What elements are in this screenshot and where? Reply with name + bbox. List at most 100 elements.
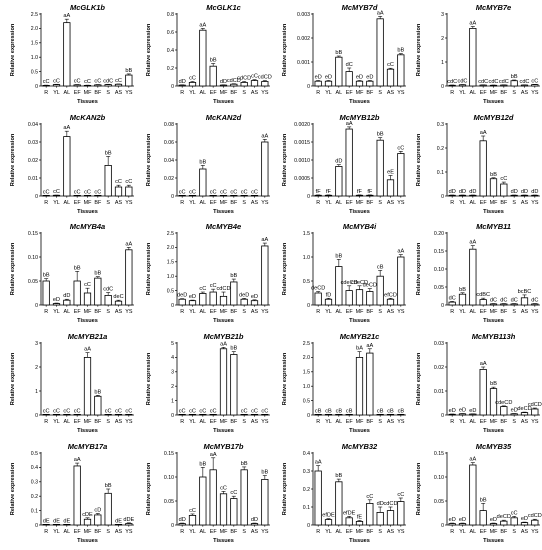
panel-McMYB7d: McMYB7d Relative expression 0 0.001 0.002 0.0…	[282, 3, 406, 105]
x-tick-label-S: S	[106, 529, 110, 535]
significance-label: eD	[189, 294, 196, 300]
significance-label: cC	[210, 189, 217, 195]
significance-label: cC	[241, 190, 248, 196]
bar-EF	[479, 510, 487, 526]
x-tick-label-MF: MF	[220, 419, 228, 425]
x-tick-label-BF: BF	[366, 419, 374, 425]
significance-label: cC	[43, 189, 50, 195]
significance-label: bB	[397, 48, 404, 54]
significance-label: dD	[335, 159, 342, 165]
y-tick-label: 0.05	[434, 499, 444, 505]
significance-label: aA	[469, 457, 476, 463]
significance-label: bB	[105, 483, 112, 489]
x-axis-label: Tissues	[213, 538, 234, 544]
x-tick-label-AS: AS	[521, 200, 529, 206]
y-tick-label: 0.0015	[294, 140, 310, 146]
y-axis-label: Relative expression	[282, 133, 288, 186]
bar-R	[42, 85, 50, 87]
significance-label: eD	[469, 408, 476, 414]
y-tick-label: 0.5	[167, 288, 174, 294]
significance-label: aA	[74, 457, 81, 463]
x-tick-label-S: S	[106, 90, 110, 96]
x-tick-label-AS: AS	[251, 309, 259, 315]
x-tick-label-YS: YS	[125, 419, 133, 425]
panel-McKAN2d: McKAN2d Relative expression 0 0.02 0.04 0.06 0…	[146, 113, 270, 215]
significance-label: cdC	[499, 79, 509, 85]
bar-YS	[261, 245, 269, 306]
significance-label: cdCD	[217, 286, 231, 292]
bar-EF	[209, 291, 217, 306]
y-axis-label: Relative expression	[416, 133, 422, 186]
significance-label: cC	[199, 409, 206, 415]
significance-label: bB	[480, 497, 487, 503]
significance-label: aA	[469, 20, 476, 26]
x-tick-label-BF: BF	[500, 529, 508, 535]
y-tick-label: 0.3	[303, 469, 310, 475]
bar-AL	[469, 194, 477, 197]
x-tick-label-YL: YL	[325, 200, 332, 206]
bar-MF	[219, 84, 228, 87]
significance-label: aA	[210, 452, 217, 458]
significance-label: cC	[94, 189, 101, 195]
x-tick-label-YL: YL	[53, 309, 60, 315]
x-tick-label-AL: AL	[200, 419, 207, 425]
x-tick-label-EF: EF	[74, 200, 82, 206]
y-tick-label: 1.5	[167, 260, 174, 266]
bar-BF	[230, 498, 238, 526]
bar-BF	[366, 502, 374, 526]
significance-label: cC	[84, 79, 91, 85]
x-tick-label-YS: YS	[397, 90, 405, 96]
x-tick-label-EF: EF	[210, 309, 218, 315]
bar-S	[240, 469, 248, 526]
y-tick-label: 0.003	[297, 12, 310, 18]
x-axis-label: Tissues	[77, 428, 98, 434]
significance-label: cC	[179, 409, 186, 415]
x-axis-label: Tissues	[349, 209, 370, 215]
bar-MF	[489, 84, 498, 87]
x-tick-label-MF: MF	[220, 309, 228, 315]
bar-AS	[520, 412, 529, 416]
significance-label: cC	[210, 409, 217, 415]
bar-MF	[355, 194, 364, 197]
x-tick-label-S: S	[378, 90, 382, 96]
x-tick-label-R: R	[316, 419, 320, 425]
x-tick-label-AL: AL	[64, 90, 71, 96]
bar-R	[314, 470, 322, 526]
panel-title: McMYB35	[476, 442, 512, 451]
y-tick-label: 0.01	[434, 389, 444, 395]
significance-label: cdCD	[528, 513, 542, 519]
x-tick-label-S: S	[242, 200, 246, 206]
y-tick-label: 0.10	[28, 255, 38, 261]
bar-R	[42, 280, 50, 306]
x-tick-label-BF: BF	[230, 529, 238, 535]
significance-label: cB	[377, 408, 384, 414]
y-tick-label: 2	[171, 384, 174, 390]
x-tick-label-R: R	[180, 200, 184, 206]
significance-label: cC	[366, 494, 373, 500]
bar-S	[510, 303, 518, 306]
significance-label: eD	[490, 517, 497, 523]
panel-McMYB12b: McMYB12b Relative expression 0 0.0005 0.0010…	[282, 113, 406, 215]
bar-R	[178, 84, 186, 87]
x-tick-label-S: S	[512, 529, 516, 535]
significance-label: eD	[366, 74, 373, 80]
significance-label: cC	[220, 190, 227, 196]
significance-label: eD	[459, 517, 466, 523]
x-tick-label-MF: MF	[490, 309, 498, 315]
x-tick-label-R: R	[450, 200, 454, 206]
bar-AS	[250, 80, 259, 87]
x-tick-label-R: R	[450, 90, 454, 96]
x-axis-label: Tissues	[349, 318, 370, 324]
x-tick-label-BF: BF	[500, 90, 508, 96]
x-tick-label-BF: BF	[230, 200, 238, 206]
y-tick-label: 0	[171, 413, 174, 419]
x-tick-label-MF: MF	[220, 529, 228, 535]
bar-BF	[94, 277, 102, 306]
significance-label: dC	[511, 298, 518, 304]
panel-McGLK1b: McGLK1b Relative expression 0 0.5 1.0 1.5 2.0 2…	[10, 3, 134, 105]
x-tick-label-EF: EF	[480, 529, 488, 535]
significance-label: cC	[115, 78, 122, 84]
x-tick-label-YS: YS	[261, 200, 269, 206]
x-tick-label-YL: YL	[325, 309, 332, 315]
bar-YL	[324, 194, 333, 197]
